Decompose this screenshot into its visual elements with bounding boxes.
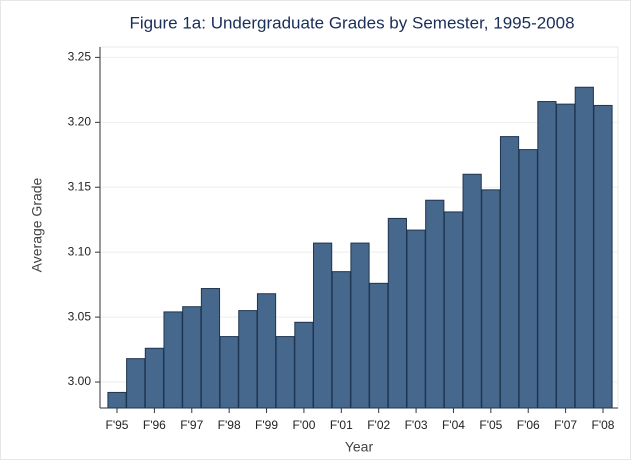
x-tick-label: F'98 [218, 418, 241, 432]
y-axis-title: Average Grade [29, 177, 45, 272]
bar [294, 321, 314, 409]
x-tick-label: F'01 [330, 418, 353, 432]
x-tick-label: F'99 [255, 418, 278, 432]
x-tick-label: F'97 [180, 418, 203, 432]
bar [275, 336, 295, 409]
bar [499, 136, 520, 409]
bar [200, 288, 221, 409]
bar [219, 336, 239, 409]
x-tick-label: F'08 [592, 418, 615, 432]
x-tick-label: F'96 [143, 418, 166, 432]
x-tick-label: F'04 [442, 418, 465, 432]
bar [593, 104, 613, 409]
y-tick-label: 3.10 [68, 244, 92, 258]
x-tick-label: F'07 [554, 418, 577, 432]
bar [574, 86, 594, 409]
bar [443, 211, 464, 409]
x-tick-label: F'05 [479, 418, 502, 432]
bar [350, 242, 370, 409]
bar [144, 347, 164, 409]
y-tick-label: 3.00 [68, 374, 92, 388]
bar [313, 242, 333, 409]
bar [518, 149, 538, 409]
bar [256, 293, 277, 409]
bar [556, 103, 576, 409]
bar [163, 311, 183, 409]
bar [462, 173, 482, 409]
bar [238, 310, 258, 409]
x-tick-label: F'06 [517, 418, 540, 432]
bar [369, 282, 389, 409]
bar [481, 189, 501, 409]
y-tick-label: 3.15 [68, 179, 92, 193]
chart-title: Figure 1a: Undergraduate Grades by Semes… [129, 13, 574, 32]
bar [331, 271, 351, 409]
bar [107, 391, 127, 409]
x-tick-label: F'00 [292, 418, 315, 432]
bar [425, 199, 445, 409]
x-axis-title: Year [345, 439, 374, 455]
bar [406, 229, 426, 409]
bar [126, 358, 146, 409]
x-tick-label: F'02 [367, 418, 390, 432]
x-tick-label: F'95 [106, 418, 129, 432]
bar [387, 217, 407, 409]
x-tick-label: F'03 [405, 418, 428, 432]
bar [182, 306, 202, 409]
y-tick-label: 3.05 [68, 309, 92, 323]
bar [537, 101, 557, 409]
y-tick-label: 3.20 [68, 114, 92, 128]
y-tick-label: 3.25 [68, 50, 92, 64]
